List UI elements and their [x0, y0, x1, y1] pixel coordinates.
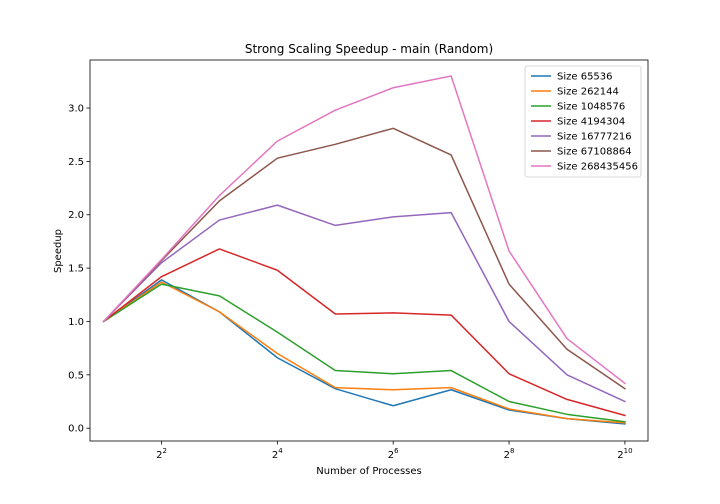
x-tick-base: 2 [388, 450, 394, 461]
legend: Size 65536 Size 262144 Size 1048576 Size 41… [524, 65, 642, 178]
legend-label-1: Size 65536 [557, 72, 613, 83]
y-tick-label: 2.0 [68, 210, 84, 221]
series-layer [102, 75, 626, 425]
x-axis-label: Number of Processes [316, 466, 421, 477]
legend-label-6: Size 67108864 [557, 147, 632, 158]
y-tick-label: 1.0 [68, 317, 84, 328]
x-tick-label: 210 [617, 447, 632, 461]
x-tick-label: 26 [388, 447, 399, 461]
series-line-6 [102, 127, 626, 390]
legend-label-2: Size 262144 [557, 87, 619, 98]
y-tick-label: 2.5 [68, 157, 84, 168]
y-tick-label: 3.0 [68, 104, 84, 115]
axes-frame [89, 59, 649, 442]
x-tick-base: 2 [617, 450, 623, 461]
legend-box [524, 65, 642, 178]
legend-label-7: Size 268435456 [557, 162, 638, 173]
x-tick-base: 2 [504, 450, 510, 461]
y-axis-label: Speedup [53, 229, 64, 273]
legend-label-3: Size 1048576 [557, 102, 625, 113]
x-tick-exponent: 2 [162, 447, 166, 455]
series-line-5 [102, 204, 626, 403]
x-tick-exponent: 6 [394, 447, 399, 455]
y-tick-label: 1.5 [68, 264, 84, 275]
x-tick-label: 22 [156, 447, 167, 461]
series-line-7 [102, 75, 626, 385]
y-tick-label: 0.0 [68, 424, 84, 435]
series-line-3 [102, 283, 626, 423]
x-tick-exponent: 8 [510, 447, 514, 455]
y-tick-label: 0.5 [68, 370, 84, 381]
x-tick-label: 24 [272, 447, 283, 461]
x-tick-label: 28 [504, 447, 515, 461]
chart-title: Strong Scaling Speedup - main (Random) [245, 42, 493, 56]
legend-label-5: Size 16777216 [557, 132, 632, 143]
x-tick-exponent: 10 [624, 447, 633, 455]
x-tick-base: 2 [156, 450, 162, 461]
series-line-2 [102, 281, 626, 424]
x-tick-exponent: 4 [278, 447, 283, 455]
x-tick-base: 2 [272, 450, 278, 461]
series-line-4 [102, 248, 626, 417]
legend-label-4: Size 4194304 [557, 117, 625, 128]
